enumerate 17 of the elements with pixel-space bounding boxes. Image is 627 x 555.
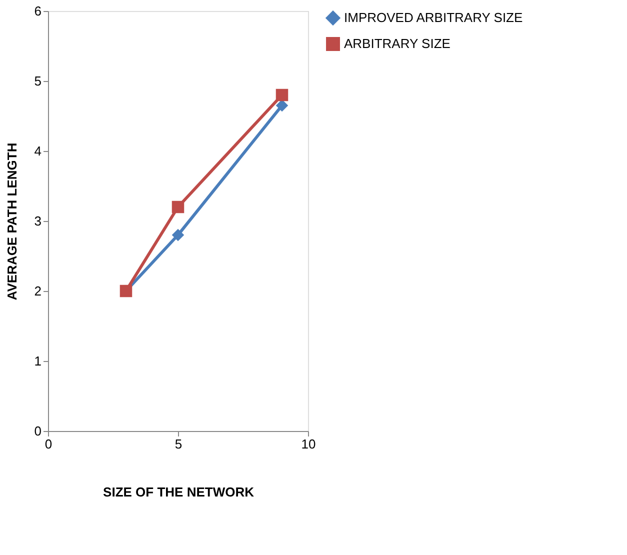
y-tick-label: 3 <box>34 214 42 228</box>
legend-label: ARBITRARY SIZE <box>344 36 451 51</box>
legend-label: IMPROVED ARBITRARY SIZE <box>344 10 524 25</box>
y-tick-label: 4 <box>34 144 42 158</box>
point <box>276 88 288 102</box>
y-axis-title: AVERAGE PATH LENGTH <box>4 142 20 300</box>
y-tick-label: 2 <box>34 284 42 298</box>
point <box>172 228 184 242</box>
y-tick-label: 5 <box>34 74 42 88</box>
y-tick-label: 0 <box>34 424 42 438</box>
y-tick-label: 1 <box>34 354 42 368</box>
point <box>172 200 184 214</box>
x-axis-title: SIZE OF THE NETWORK <box>103 484 255 500</box>
x-tick-label: 5 <box>174 436 182 452</box>
y-tick-label: 6 <box>34 4 42 18</box>
x-tick-label: 10 <box>301 436 316 452</box>
x-tick-label: 0 <box>44 436 52 452</box>
